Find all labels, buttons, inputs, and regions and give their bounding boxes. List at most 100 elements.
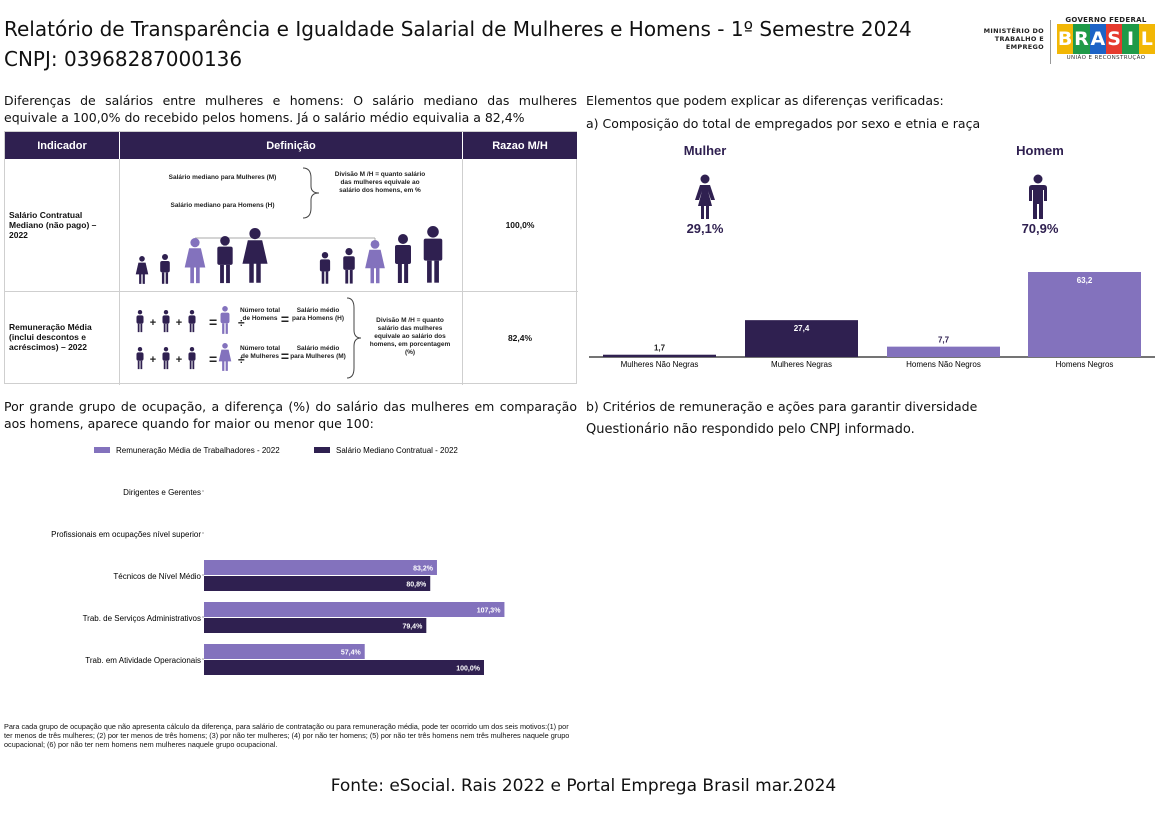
- man-figure: [343, 248, 355, 284]
- equals-icon: =: [209, 351, 217, 367]
- plus-icon: +: [176, 354, 182, 366]
- man-figure: [160, 254, 170, 284]
- logo-letter: R: [1073, 24, 1090, 54]
- man-figure: [162, 347, 170, 370]
- occupation-intro-line2: aos homens, aparece quando for maior ou …: [4, 416, 374, 431]
- salary-diff-intro-line1: Diferenças de salários entre mulheres e …: [4, 93, 577, 108]
- category-label: Trab. de Serviços Administrativos: [83, 614, 201, 623]
- row2-ratio: 82,4%: [507, 333, 533, 343]
- bar: [745, 320, 858, 357]
- equals-icon: =: [209, 314, 217, 330]
- table-header-indicator: Indicador: [5, 132, 119, 159]
- man-figure: [188, 347, 196, 370]
- legend-swatch: [314, 447, 330, 453]
- salary-diff-intro: Diferenças de salários entre mulheres e …: [4, 92, 577, 126]
- bar-value-label: 79,4%: [402, 624, 423, 631]
- composition-subheading: a) Composição do total de empregados por…: [586, 116, 981, 131]
- formula-illustration: + + = ÷ + + = ÷: [136, 306, 245, 371]
- salary-diff-intro-line2: equivale a 100,0% do recebido pelos home…: [4, 110, 525, 125]
- bar-value-label: 27,4: [794, 324, 810, 333]
- row1-brace: [302, 167, 320, 219]
- woman-icon: [695, 174, 715, 219]
- man-figure: [220, 306, 230, 334]
- bar-value-label: 83,2%: [413, 566, 434, 573]
- men-percentage: 70,9%: [1021, 221, 1059, 236]
- man-figure: [136, 347, 144, 370]
- legend-label: Remuneração Média de Trabalhadores - 202…: [116, 446, 280, 455]
- ministry-logo: MINISTÉRIO DO TRABALHO E EMPREGO: [983, 27, 1044, 51]
- bar: [204, 660, 484, 675]
- row1-def-men: Salário mediano para Homens (H): [170, 202, 275, 209]
- bar: [204, 618, 427, 633]
- row2-def-division: Divisão M /H = quanto salário das mulher…: [369, 317, 451, 356]
- equals-icon: =: [280, 311, 290, 327]
- occupation-intro-line1: Por grande grupo de ocupação, a diferenç…: [4, 399, 577, 414]
- cnpj-line: CNPJ: 03968287000136: [4, 47, 243, 71]
- bar-value-label: 63,2: [1077, 276, 1093, 285]
- woman-figure: [218, 343, 232, 371]
- criteria-subheading: b) Critérios de remuneração e ações para…: [586, 399, 978, 414]
- man-icon: [1029, 174, 1047, 219]
- row1-indicator: Salário Contratual Mediano (não pago) – …: [9, 210, 97, 240]
- category-label: Profissionais em ocupações nível superio…: [51, 530, 201, 539]
- category-label: Homens Não Negros: [906, 360, 981, 369]
- men-label: Homem: [1016, 143, 1064, 158]
- equals-icon: =: [280, 348, 290, 364]
- table-divider: [5, 291, 578, 292]
- explain-heading: Elementos que podem explicar as diferenç…: [586, 93, 944, 108]
- plus-icon: +: [150, 354, 156, 366]
- row1-def-division: Divisão M /H = quanto salário das mulher…: [334, 171, 426, 194]
- category-label: Dirigentes e Gerentes: [123, 488, 201, 497]
- divide-icon: ÷: [238, 316, 245, 330]
- category-label: Mulheres Não Negras: [621, 360, 699, 369]
- bar-value-label: 80,8%: [406, 582, 427, 589]
- man-figure: [188, 310, 196, 333]
- occupation-intro: Por grande grupo de ocupação, a diferenç…: [4, 398, 577, 432]
- row1-ratio: 100,0%: [505, 220, 535, 230]
- occupation-footnote: Para cada grupo de ocupação que não apre…: [4, 722, 570, 749]
- row2-avg-salary-women: Salário médio para Mulheres (M): [290, 345, 346, 360]
- bar-value-label: 7,7: [938, 336, 950, 345]
- man-figure: [395, 234, 411, 283]
- plus-icon: +: [176, 317, 182, 329]
- row2-indicator: Remuneração Média (inclui descontos e ac…: [9, 322, 92, 352]
- table-header-definition: Definição: [120, 132, 462, 159]
- woman-figure: [242, 228, 268, 283]
- bar: [204, 644, 365, 659]
- logo-letter: I: [1122, 24, 1139, 54]
- table-divider: [462, 159, 463, 385]
- row2-brace: [346, 297, 362, 379]
- divide-icon: ÷: [238, 353, 245, 367]
- category-label: Técnicos de Nível Médio: [113, 572, 201, 581]
- bar-value-label: 57,4%: [341, 650, 362, 657]
- people-illustration: [135, 226, 443, 284]
- woman-figure: [135, 256, 149, 284]
- category-label: Homens Negros: [1056, 360, 1114, 369]
- bar: [603, 354, 716, 357]
- bar: [204, 602, 505, 617]
- category-label: Trab. em Atividade Operacionais: [85, 656, 201, 665]
- logo-letter: L: [1138, 24, 1155, 54]
- plus-icon: +: [150, 317, 156, 329]
- chart-legend: Remuneração Média de Trabalhadores - 202…: [94, 446, 458, 455]
- man-figure: [162, 310, 170, 333]
- bar: [204, 560, 437, 575]
- woman-figure: [365, 240, 385, 284]
- source-note: Fonte: eSocial. Rais 2022 e Portal Empre…: [330, 776, 837, 796]
- logo-letter: S: [1105, 24, 1123, 54]
- report-title: Relatório de Transparência e Igualdade S…: [4, 14, 912, 74]
- table-header-ratio: Razao M/H: [463, 132, 577, 159]
- logo-letter: B: [1057, 24, 1074, 54]
- bar: [1028, 272, 1141, 357]
- bar: [887, 346, 1000, 357]
- bar: [204, 576, 431, 591]
- report-title-line1: Relatório de Transparência e Igualdade S…: [4, 17, 912, 41]
- women-label: Mulher: [683, 143, 727, 158]
- man-figure: [217, 236, 233, 284]
- woman-figure: [184, 238, 206, 284]
- logo-letter: A: [1089, 24, 1106, 54]
- table-divider: [119, 159, 120, 385]
- indicator-table: Indicador Definição Razao M/H Salário Co…: [4, 131, 578, 385]
